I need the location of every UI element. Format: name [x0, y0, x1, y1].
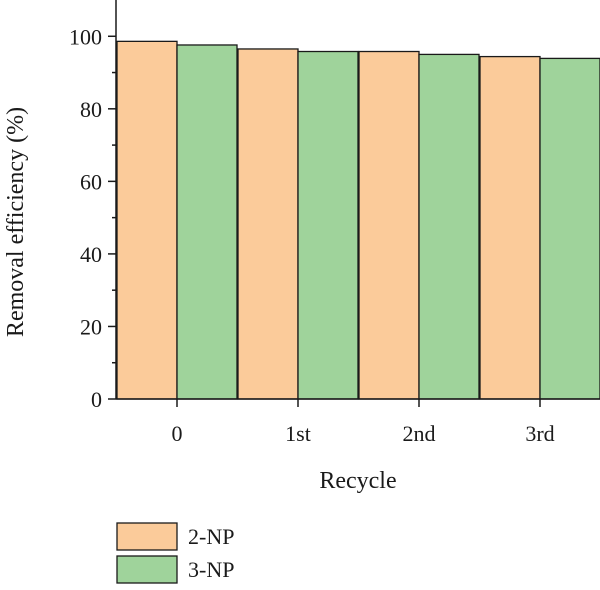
- y-tick-label: 60: [80, 169, 102, 194]
- bar-3-np-0: [176, 44, 238, 400]
- bar-3-np-2nd: [418, 53, 480, 400]
- legend-swatch-2-np: [116, 522, 178, 551]
- bar-2-np-0: [116, 40, 178, 400]
- x-tick-label: 0: [172, 421, 183, 446]
- y-tick-label: 0: [91, 387, 102, 412]
- x-axis-title: Recycle: [319, 468, 396, 494]
- legend-swatch-3-np: [116, 555, 178, 584]
- y-tick-label: 80: [80, 97, 102, 122]
- y-tick-label: 40: [80, 242, 102, 267]
- bar-3-np-3rd: [539, 57, 600, 400]
- bars-group: [116, 40, 600, 400]
- x-tick-label: 2nd: [403, 421, 436, 446]
- bar-3-np-1st: [297, 50, 359, 400]
- bar-2-np-1st: [237, 48, 299, 400]
- x-tick-label: 3rd: [525, 421, 554, 446]
- axes-group: 0 1st 2nd 3rd 0 20 40 60 80 100: [69, 0, 600, 446]
- y-tick-label: 20: [80, 314, 102, 339]
- legend-label-3-np: 3-NP: [188, 557, 234, 582]
- x-tick-label: 1st: [285, 421, 311, 446]
- bar-2-np-2nd: [358, 50, 420, 400]
- bar-2-np-3rd: [479, 55, 541, 400]
- y-tick-label: 100: [69, 24, 102, 49]
- legend-label-2-np: 2-NP: [188, 524, 234, 549]
- legend: 2-NP 3-NP: [116, 522, 234, 584]
- y-axis-title: Removal efficiency (%): [3, 107, 29, 337]
